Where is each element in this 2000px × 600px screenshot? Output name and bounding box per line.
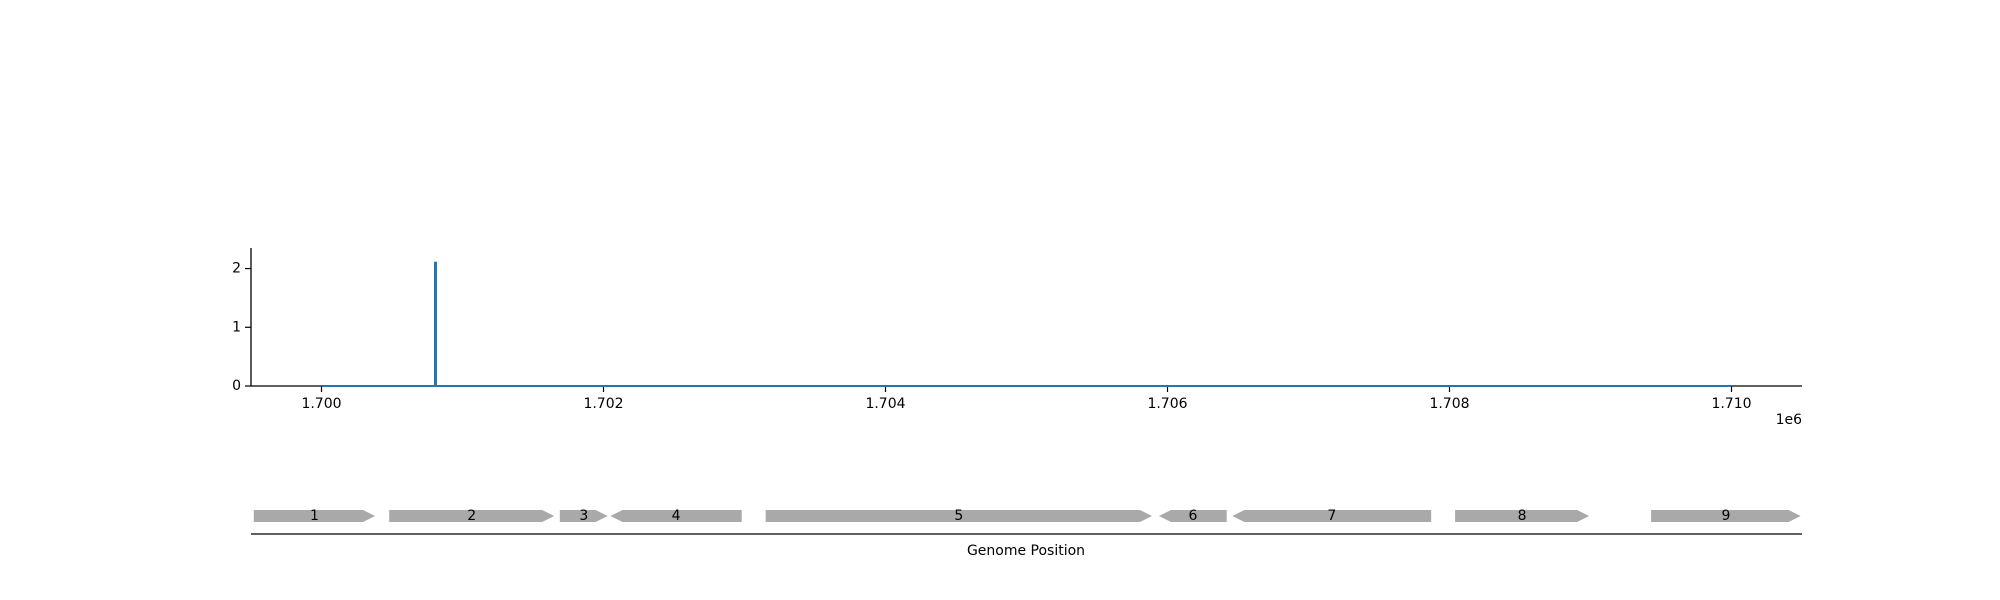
y-tick-label: 1 bbox=[232, 319, 241, 335]
x-axis-label: Genome Position bbox=[967, 543, 1085, 559]
x-tick-label: 1.704 bbox=[865, 396, 905, 412]
gene-track: 1 2 3 4 5 6 7 8 9 Genome Position bbox=[251, 508, 1802, 559]
gene-arrow bbox=[1232, 510, 1432, 522]
gene-label: 2 bbox=[467, 508, 476, 524]
x-tick-label: 1.710 bbox=[1711, 396, 1751, 412]
y-ticks: 0 1 2 bbox=[232, 261, 251, 394]
x-tick-label: 1.706 bbox=[1147, 396, 1187, 412]
coverage-plot: 0 1 2 1.700 1.702 1.704 1.706 1.708 1.710 1e6 bbox=[232, 248, 1802, 428]
gene-label: 4 bbox=[672, 508, 681, 524]
x-tick-label: 1.702 bbox=[583, 396, 623, 412]
y-tick-label: 0 bbox=[232, 378, 241, 394]
gene-arrow bbox=[610, 510, 742, 522]
y-tick-label: 2 bbox=[232, 261, 241, 277]
gene-arrow bbox=[1159, 510, 1227, 522]
x-offset-label: 1e6 bbox=[1776, 412, 1803, 428]
x-tick-label: 1.700 bbox=[301, 396, 341, 412]
gene-label: 1 bbox=[310, 508, 319, 524]
coverage-series-line bbox=[321, 261, 1732, 387]
gene-arrow bbox=[1651, 510, 1801, 522]
gene-label: 9 bbox=[1721, 508, 1730, 524]
x-tick-label: 1.708 bbox=[1429, 396, 1469, 412]
gene-arrow bbox=[765, 510, 1152, 522]
gene-label: 5 bbox=[954, 508, 963, 524]
gene-label: 8 bbox=[1518, 508, 1527, 524]
gene-arrow bbox=[253, 510, 376, 522]
gene-label: 6 bbox=[1188, 508, 1197, 524]
x-ticks: 1.700 1.702 1.704 1.706 1.708 1.710 bbox=[301, 386, 1752, 412]
gene-arrow bbox=[389, 510, 555, 522]
gene-arrow bbox=[559, 510, 608, 522]
gene-arrow bbox=[1455, 510, 1590, 522]
gene-label: 3 bbox=[579, 508, 588, 524]
gene-label: 7 bbox=[1327, 508, 1336, 524]
genes: 1 2 3 4 5 6 7 8 9 bbox=[253, 508, 1801, 524]
